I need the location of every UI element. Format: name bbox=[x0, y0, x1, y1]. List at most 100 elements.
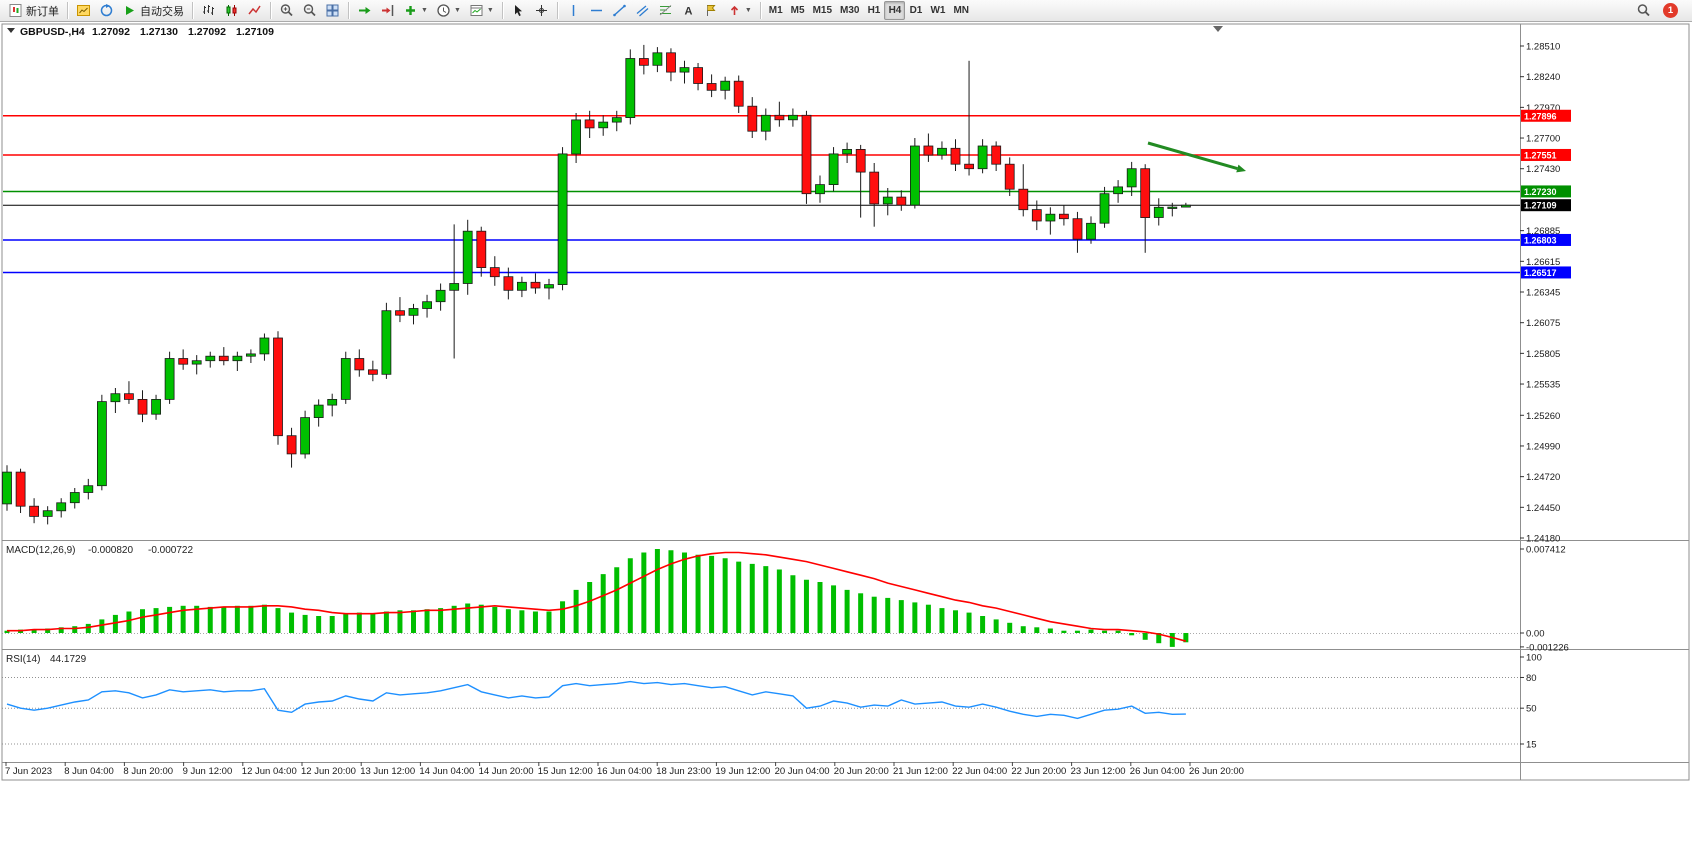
new-order-button[interactable]: 新订单 bbox=[4, 1, 63, 20]
chart-window-icon bbox=[77, 5, 90, 16]
vertical-line-icon bbox=[572, 5, 575, 16]
horizontal-line-button[interactable] bbox=[585, 1, 608, 20]
candlestick-chart-icon bbox=[226, 5, 237, 16]
horizontal-lines[interactable] bbox=[3, 115, 1520, 274]
svg-text:80: 80 bbox=[1526, 673, 1537, 684]
toolbar-separator bbox=[270, 2, 271, 19]
zoom-out-button[interactable] bbox=[298, 1, 321, 20]
svg-text:1.26885: 1.26885 bbox=[1526, 226, 1560, 237]
timeframe-h1-button[interactable]: H1 bbox=[863, 1, 884, 20]
trend-arrow-annotation[interactable] bbox=[1147, 141, 1246, 173]
periods-button[interactable]: ▼ bbox=[432, 1, 465, 20]
timeframe-h4-button[interactable]: H4 bbox=[884, 1, 906, 20]
svg-text:20 Jun 04:00: 20 Jun 04:00 bbox=[775, 766, 830, 777]
chart-shift-button[interactable] bbox=[376, 1, 399, 20]
trendline-button[interactable] bbox=[608, 1, 631, 20]
fibonacci-button[interactable] bbox=[654, 1, 677, 20]
autotrading-play-icon bbox=[126, 6, 134, 15]
svg-text:12 Jun 04:00: 12 Jun 04:00 bbox=[242, 766, 297, 777]
chevron-down-icon: ▼ bbox=[453, 7, 461, 14]
svg-text:1.24990: 1.24990 bbox=[1526, 441, 1560, 452]
svg-text:1.26345: 1.26345 bbox=[1526, 288, 1560, 299]
autotrading-button[interactable]: 自动交易 bbox=[118, 1, 188, 20]
crosshair-icon bbox=[535, 5, 547, 16]
timeframe-mn-button[interactable]: MN bbox=[949, 1, 973, 20]
svg-text:26 Jun 20:00: 26 Jun 20:00 bbox=[1189, 766, 1244, 777]
chart-canvas[interactable]: 1.28510 1.28240 1.27970 1.27700 1.27430 1.268… bbox=[0, 22, 1692, 845]
macd-histogram bbox=[4, 549, 1189, 647]
svg-text:1.26803: 1.26803 bbox=[1524, 235, 1557, 245]
svg-text:1.24720: 1.24720 bbox=[1526, 472, 1560, 483]
arrows-button[interactable]: ▼ bbox=[723, 1, 756, 20]
ohlc-toggle-icon[interactable] bbox=[7, 28, 15, 33]
svg-text:1.27230: 1.27230 bbox=[1524, 187, 1557, 197]
cursor-button[interactable] bbox=[507, 1, 530, 20]
cursor-icon bbox=[514, 5, 522, 17]
chart-window: 1.28510 1.28240 1.27970 1.27700 1.27430 1.268… bbox=[0, 22, 1692, 845]
svg-text:7 Jun 2023: 7 Jun 2023 bbox=[5, 766, 52, 777]
text-icon: A bbox=[684, 6, 692, 18]
timeframe-m15-button[interactable]: M15 bbox=[809, 1, 836, 20]
text-label-button[interactable] bbox=[700, 1, 723, 20]
vertical-line-button[interactable] bbox=[562, 1, 585, 20]
svg-text:26 Jun 04:00: 26 Jun 04:00 bbox=[1130, 766, 1185, 777]
chevron-down-icon: ▼ bbox=[421, 7, 428, 14]
svg-text:100: 100 bbox=[1526, 653, 1542, 664]
toolbar-right-cluster: 1 bbox=[1632, 1, 1688, 20]
horizontal-line-icon bbox=[590, 9, 602, 12]
svg-text:0.007412: 0.007412 bbox=[1526, 544, 1566, 555]
notification-badge[interactable]: 1 bbox=[1663, 3, 1678, 18]
crosshair-button[interactable] bbox=[530, 1, 553, 20]
svg-text:1.24180: 1.24180 bbox=[1526, 534, 1560, 545]
svg-text:1.26615: 1.26615 bbox=[1526, 257, 1560, 268]
svg-text:1.27551: 1.27551 bbox=[1524, 150, 1557, 160]
auto-scroll-icon bbox=[359, 7, 371, 14]
templates-button[interactable]: ▼ bbox=[465, 1, 498, 20]
macd-main-value: -0.000820 bbox=[88, 545, 133, 556]
search-button[interactable] bbox=[1632, 1, 1655, 20]
candlestick-chart-button[interactable] bbox=[220, 1, 243, 20]
svg-text:20 Jun 20:00: 20 Jun 20:00 bbox=[834, 766, 889, 777]
svg-text:1.28240: 1.28240 bbox=[1526, 72, 1560, 83]
tile-windows-button[interactable] bbox=[321, 1, 344, 20]
refresh-button[interactable] bbox=[95, 1, 118, 20]
svg-text:22 Jun 04:00: 22 Jun 04:00 bbox=[952, 766, 1007, 777]
svg-text:1.25535: 1.25535 bbox=[1526, 380, 1560, 391]
time-axis[interactable]: 7 Jun 2023 8 Jun 04:00 8 Jun 20:00 9 Jun 12… bbox=[5, 762, 1244, 777]
toolbar-separator bbox=[556, 2, 558, 19]
zoom-in-button[interactable] bbox=[275, 1, 298, 20]
indicators-button[interactable]: ▼ bbox=[399, 1, 432, 20]
tile-windows-icon bbox=[326, 4, 339, 17]
chevron-down-icon: ▼ bbox=[744, 7, 752, 14]
chart-shift-marker[interactable] bbox=[1213, 26, 1223, 32]
svg-text:18 Jun 23:00: 18 Jun 23:00 bbox=[656, 766, 711, 777]
channel-button[interactable] bbox=[631, 1, 654, 20]
timeframe-d1-button[interactable]: D1 bbox=[905, 1, 926, 20]
auto-scroll-button[interactable] bbox=[353, 1, 376, 20]
clock-icon bbox=[437, 4, 450, 17]
svg-text:8 Jun 20:00: 8 Jun 20:00 bbox=[123, 766, 173, 777]
toolbar-separator bbox=[501, 2, 503, 19]
charts-window-button[interactable] bbox=[72, 1, 95, 20]
price-axis[interactable]: 1.28510 1.28240 1.27970 1.27700 1.27430 1.268… bbox=[1520, 42, 1560, 545]
svg-text:50: 50 bbox=[1526, 704, 1537, 715]
rsi-value: 44.1729 bbox=[50, 654, 87, 665]
bar-chart-button[interactable] bbox=[197, 1, 220, 20]
zoom-in-icon bbox=[280, 4, 293, 17]
timeframe-m5-button[interactable]: M5 bbox=[787, 1, 809, 20]
chart-shift-icon bbox=[382, 5, 394, 16]
line-chart-button[interactable] bbox=[243, 1, 266, 20]
macd-label: MACD(12,26,9) bbox=[6, 545, 75, 556]
text-button[interactable]: A bbox=[677, 1, 700, 20]
timeframe-m30-button[interactable]: M30 bbox=[836, 1, 863, 20]
arrow-up-icon bbox=[730, 5, 738, 15]
timeframe-m1-button[interactable]: M1 bbox=[765, 1, 787, 20]
autotrading-label: 自动交易 bbox=[140, 5, 184, 18]
ohlc-low: 1.27092 bbox=[188, 26, 226, 38]
price-tag bbox=[1521, 109, 1571, 122]
rsi-line bbox=[6, 680, 1186, 720]
timeframe-w1-button[interactable]: W1 bbox=[926, 1, 949, 20]
svg-text:1.25805: 1.25805 bbox=[1526, 349, 1560, 360]
svg-text:1.25260: 1.25260 bbox=[1526, 411, 1560, 422]
svg-text:1.27970: 1.27970 bbox=[1526, 103, 1560, 114]
